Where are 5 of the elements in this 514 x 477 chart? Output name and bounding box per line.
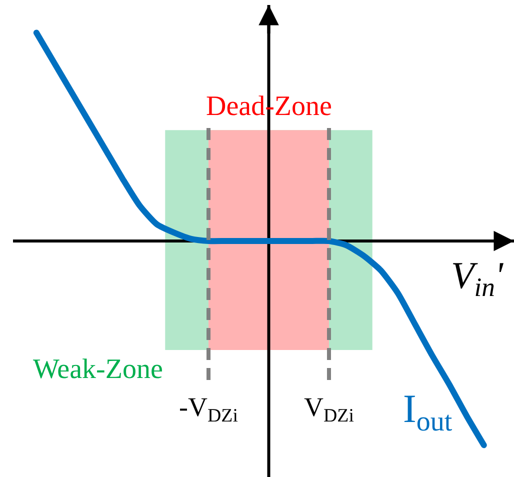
annotation: Weak-Zone <box>33 354 163 385</box>
x-tick-label: -V$_{DZi}$ <box>179 392 238 426</box>
series-label: I$_{out}$ <box>403 386 452 438</box>
x-tick-label: V$_{DZi}$ <box>304 392 354 426</box>
x-axis-title: V$_{in}$' <box>451 255 504 302</box>
